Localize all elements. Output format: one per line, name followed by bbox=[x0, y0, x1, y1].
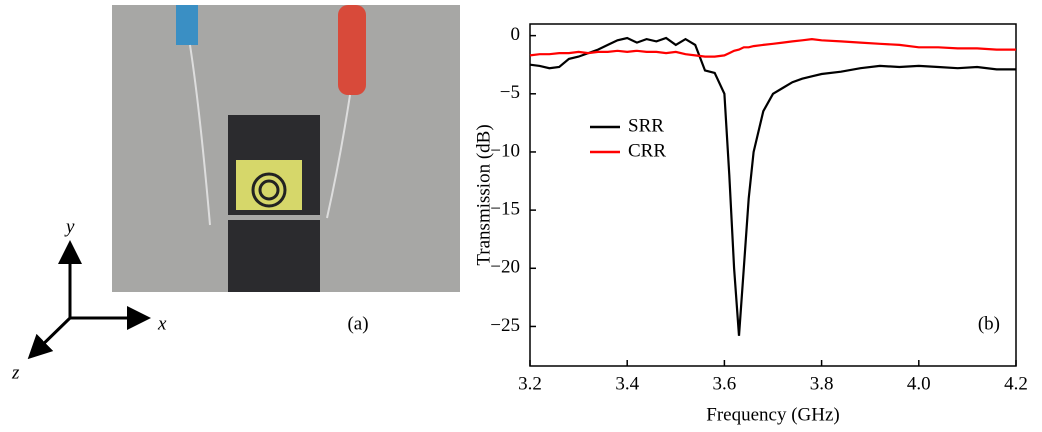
y-tick-label: 0 bbox=[511, 24, 521, 45]
legend-label: CRR bbox=[628, 140, 666, 161]
y-axis-title: Transmission (dB) bbox=[473, 124, 494, 265]
y-tick-label: −15 bbox=[490, 198, 520, 219]
y-tick-label: −20 bbox=[490, 257, 520, 278]
axis-z-label: z bbox=[11, 362, 20, 383]
series-line bbox=[529, 36, 1016, 336]
x-tick-label: 3.4 bbox=[615, 373, 639, 394]
plot-frame bbox=[529, 23, 1017, 367]
panel-label: (a) bbox=[347, 313, 368, 334]
x-axis-title: Frequency (GHz) bbox=[706, 404, 839, 425]
axis-y-label: y bbox=[64, 216, 75, 237]
x-tick-label: 4.0 bbox=[907, 373, 931, 394]
panel-label: (b) bbox=[978, 313, 1000, 334]
x-tick-label: 4.2 bbox=[1004, 373, 1028, 394]
y-tick-label: −5 bbox=[500, 82, 520, 103]
y-tick-label: −10 bbox=[490, 140, 520, 161]
x-tick-label: 3.8 bbox=[810, 373, 834, 394]
axis-x-label: x bbox=[157, 313, 167, 334]
y-tick-label: −25 bbox=[490, 315, 520, 336]
legend-label: SRR bbox=[628, 115, 664, 136]
photo bbox=[112, 5, 460, 292]
series-line bbox=[529, 37, 1016, 58]
x-tick-label: 3.6 bbox=[713, 373, 737, 394]
coordinate-axes bbox=[27, 240, 151, 360]
x-tick-label: 3.2 bbox=[518, 373, 542, 394]
